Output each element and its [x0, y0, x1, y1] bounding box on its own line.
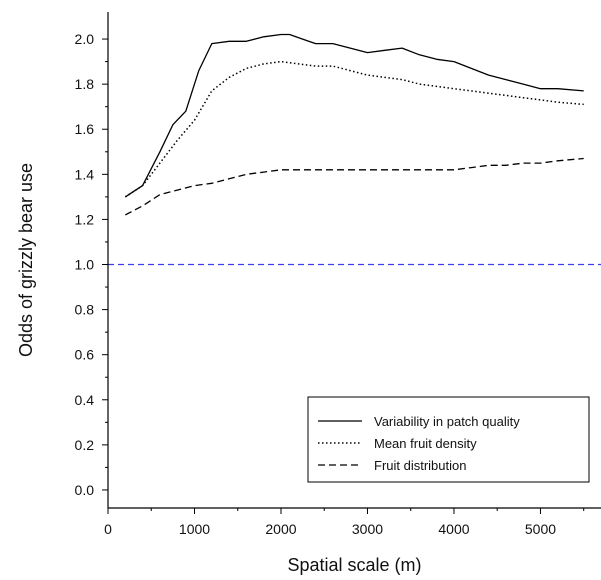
y-tick-label: 0.8 — [75, 302, 95, 318]
x-tick-label: 4000 — [438, 521, 469, 537]
legend: Variability in patch quality Mean fruit … — [307, 396, 590, 483]
x-tick-label: 0 — [104, 521, 112, 537]
y-tick-label: 2.0 — [75, 31, 95, 47]
series-variability-in-patch-quality — [124, 33, 584, 198]
legend-label-mean-fruit-density: Mean fruit density — [374, 436, 477, 451]
y-tick-label: 0.2 — [75, 437, 95, 453]
x-tick-label: 3000 — [352, 521, 383, 537]
y-tick-label: 1.8 — [75, 76, 95, 92]
y-tick-label: 1.4 — [75, 166, 95, 182]
axes-layer — [107, 12, 601, 509]
legend-box — [307, 396, 590, 483]
x-tick-label: 5000 — [525, 521, 556, 537]
series-fruit-distribution — [125, 157, 584, 216]
legend-label-variability: Variability in patch quality — [374, 414, 520, 429]
y-tick-label: 1.0 — [75, 257, 95, 273]
y-tick-label: 0.6 — [75, 347, 95, 363]
legend-label-fruit-distribution: Fruit distribution — [374, 458, 466, 473]
y-tick-label: 0.4 — [75, 392, 95, 408]
y-tick-label: 0.0 — [75, 482, 95, 498]
y-axis-title: Odds of grizzly bear use — [16, 163, 36, 357]
y-tick-label: 1.6 — [75, 121, 95, 137]
y-tick-label: 1.2 — [75, 211, 95, 227]
x-axis-title: Spatial scale (m) — [287, 555, 421, 575]
x-tick-label: 1000 — [179, 521, 210, 537]
ticks-layer: 0.0 0.2 0.4 0.6 0.8 1.0 1.2 1.4 1.6 1.8 2.0 0 1000 20… — [75, 31, 585, 537]
x-tick-label: 2000 — [265, 521, 296, 537]
series-layer — [124, 33, 584, 216]
series-mean-fruit-density — [124, 60, 584, 198]
